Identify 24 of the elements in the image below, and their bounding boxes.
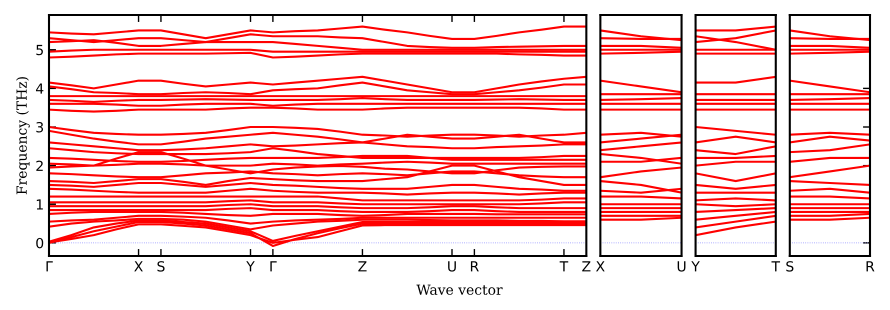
x-tick-label: Z [582,261,590,272]
y-tick-label: 3 [36,122,44,132]
x-tick-label: U [448,261,456,272]
x-tick-label: Y [691,261,700,272]
x-tick-label: Γ [46,261,53,272]
x-tick-label: Y [246,261,255,272]
x-tick-label: Z [358,261,367,272]
x-axis-title: Wave vector [416,284,503,295]
x-tick-label: S [786,261,794,272]
y-tick-label: 0 [36,238,44,248]
x-tick-label: R [866,261,874,272]
y-tick-label: 1 [36,199,43,210]
x-tick-label: T [771,261,780,272]
x-tick-label: U [678,261,686,272]
x-tick-label: T [560,261,568,272]
y-tick-label: 5 [36,44,43,56]
x-tick-label: R [470,261,479,272]
y-tick-label: 4 [36,84,44,94]
y-tick-label: 2 [36,160,43,171]
x-tick-label: S [157,261,165,272]
x-tick-label: Γ [270,261,277,272]
x-tick-label: X [134,261,143,272]
x-tick-label: X [596,261,605,272]
y-axis-title: Frequency (THz) [16,77,30,194]
